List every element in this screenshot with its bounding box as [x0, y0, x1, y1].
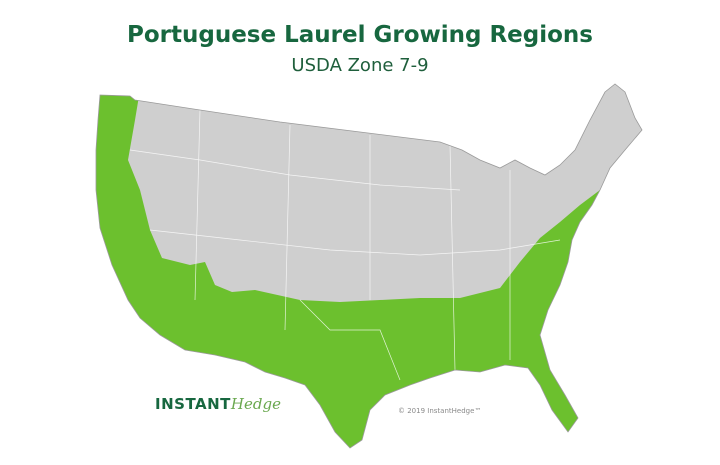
us-outline — [95, 83, 643, 449]
logo-text-hedge: Hedge — [230, 395, 281, 413]
instanthedge-logo: INSTANT Hedge — [155, 395, 281, 413]
logo-text-instant: INSTANT — [155, 395, 231, 413]
map-subtitle: USDA Zone 7-9 — [291, 55, 429, 76]
map-title: Portuguese Laurel Growing Regions — [126, 22, 593, 48]
state-borders — [129, 109, 561, 381]
copyright-notice: © 2019 InstantHedge™ — [398, 407, 482, 415]
